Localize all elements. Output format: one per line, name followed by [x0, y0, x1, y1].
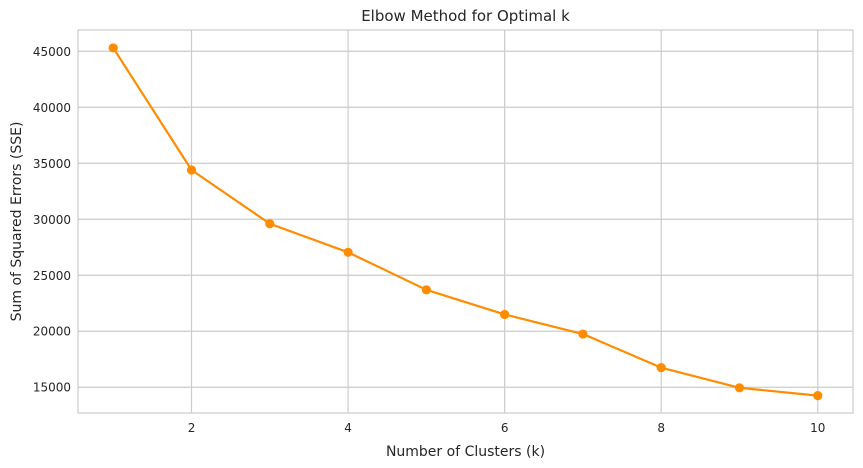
x-tick-label: 10: [810, 421, 825, 435]
data-point: [656, 363, 666, 373]
tick-layer: 2 4 6 8 10 15000 20000 25000 30000 35000 40000 4500…: [33, 45, 826, 435]
chart-title: Elbow Method for Optimal k: [361, 7, 570, 25]
data-point: [108, 43, 118, 53]
x-tick-label: 4: [344, 421, 352, 435]
data-point: [265, 219, 275, 229]
y-axis-label: Sum of Squared Errors (SSE): [9, 122, 25, 322]
series-line: [112, 47, 818, 397]
y-tick-label: 25000: [33, 269, 71, 283]
data-point: [813, 391, 823, 401]
y-tick-label: 30000: [33, 213, 71, 227]
data-point: [343, 247, 353, 257]
y-tick-label: 45000: [33, 45, 71, 59]
plot-frame: [77, 29, 854, 414]
x-tick-label: 8: [657, 421, 665, 435]
x-axis-label: Number of Clusters (k): [386, 444, 545, 460]
series-layer: [108, 43, 823, 401]
y-tick-label: 40000: [33, 101, 71, 115]
x-tick-label: 2: [188, 421, 196, 435]
data-point: [734, 383, 745, 393]
y-tick-label: 15000: [33, 381, 71, 395]
grid-layer: [78, 30, 853, 413]
y-tick-label: 35000: [33, 157, 71, 171]
data-point: [186, 165, 197, 175]
data-point: [500, 309, 510, 320]
x-tick-label: 6: [501, 421, 509, 435]
data-point: [578, 329, 588, 339]
data-point: [421, 285, 431, 295]
y-tick-label: 20000: [33, 325, 71, 339]
